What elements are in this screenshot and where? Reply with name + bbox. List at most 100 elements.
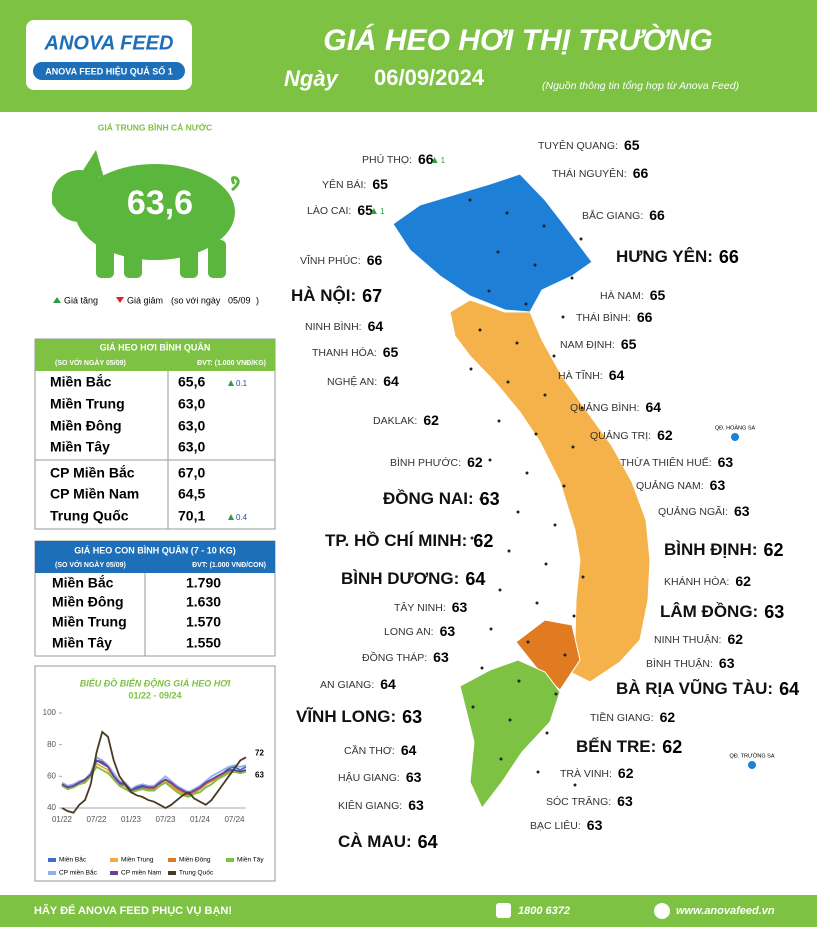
legend-label: Trung Quốc (179, 868, 214, 877)
province-value: 64 (368, 318, 384, 334)
province-dot (506, 380, 510, 384)
end-label: 72 (255, 748, 264, 757)
row-name: Miền Tây (52, 635, 112, 651)
source: (Nguồn thông tin tổng hợp từ Anova Feed) (542, 80, 739, 92)
province-label: BÌNH PHƯỚC: 62 (390, 454, 483, 470)
province-value: 65 (357, 202, 373, 218)
row-change: 0.4 (236, 513, 248, 522)
province-value: 62 (727, 631, 743, 647)
province-name: THÁI BÌNH: (576, 311, 631, 324)
footer-slogan: HÃY ĐỂ ANOVA FEED PHỤC VỤ BẠN! (34, 904, 232, 917)
province-value: 63 (480, 489, 500, 509)
province-dot (572, 614, 576, 618)
logo-slogan: ANOVA FEED HIỆU QUẢ SỐ 1 (45, 65, 173, 76)
province-value: 62 (473, 531, 493, 551)
end-label: 63 (255, 771, 264, 780)
legend-label: Miền Đông (179, 855, 211, 864)
province-dot (570, 276, 574, 280)
province-label: ĐỒNG THÁP: 63 (362, 649, 449, 665)
province-value: 62 (467, 454, 483, 470)
province-label: BẠC LIÊU: 63 (530, 817, 603, 833)
province-value: 63 (718, 454, 734, 470)
province-value: 64 (645, 399, 661, 415)
hog-table-head (35, 339, 275, 371)
vietnam-map (392, 173, 756, 809)
province-value: 62 (618, 765, 634, 781)
province-dot (580, 406, 584, 410)
province-name: THÁI NGUYÊN: (552, 167, 627, 180)
province-name: TRÀ VINH: (560, 767, 612, 780)
row-price: 1.550 (186, 635, 221, 651)
province-name: BÌNH DƯƠNG: (341, 569, 459, 588)
row-price: 70,1 (178, 508, 205, 524)
province-value: 63 (406, 769, 422, 785)
province-dot (579, 237, 583, 241)
province-dot (468, 198, 472, 202)
legend-swatch (110, 871, 118, 875)
province-label: VĨNH LONG: 63 (296, 706, 422, 726)
province-dot (544, 562, 548, 566)
province-dot (545, 731, 549, 735)
province-dot (479, 497, 483, 501)
province-name: HÀ NAM: (600, 289, 644, 302)
province-value: 63 (408, 797, 424, 813)
province-name: YÊN BÁI: (322, 178, 366, 191)
province-label: HƯNG YÊN: 66 (616, 247, 739, 267)
province-name: TUYÊN QUANG: (538, 139, 618, 152)
legend-label: CP miền Bắc (59, 868, 98, 877)
province-value: 65 (383, 344, 399, 360)
province-dot (505, 211, 509, 215)
province-value: 66 (719, 247, 739, 267)
province-dot (534, 432, 538, 436)
province-value: 63 (734, 503, 750, 519)
province-name: BẾN TRE: (576, 737, 656, 756)
province-value: 66 (367, 252, 383, 268)
province-value: 62 (735, 573, 751, 589)
province-label: BẾN TRE: 62 (576, 737, 682, 757)
province-value: 62 (662, 737, 682, 757)
province-name: VĨNH PHÚC: (300, 254, 361, 267)
pig-tail (230, 176, 240, 192)
national-value: 63,6 (127, 184, 193, 222)
province-name: ĐỒNG NAI: (383, 489, 474, 508)
province-name: LONG AN: (384, 626, 434, 638)
piglet-compare: (SO VỚI NGÀY 05/09) (55, 560, 126, 569)
legend-up: Giá tăng (64, 295, 98, 305)
province-name: NINH THUẬN: (654, 633, 721, 646)
logo: ANOVA FEED (44, 32, 174, 54)
province-name: LÀO CAI: (307, 204, 351, 217)
up-icon (370, 208, 377, 214)
province-dot (526, 640, 530, 644)
province-name: HÀ NỘI: (291, 286, 356, 305)
legend-swatch (168, 871, 176, 875)
legend-swatch (226, 858, 234, 862)
province-dot (497, 419, 501, 423)
province-value: 63 (617, 793, 633, 809)
province-label: BÀ RỊA VŨNG TÀU: 64 (616, 678, 799, 698)
line (61, 730, 247, 814)
province-label: PHÚ THỌ: 66 (362, 151, 434, 167)
province-name: QUẢNG NAM: (636, 479, 704, 492)
province-dot (480, 666, 484, 670)
hog-compare: (SO VỚI NGÀY 05/09) (55, 358, 126, 367)
compare: (so với ngày (171, 295, 221, 305)
x-tick-label: 07/23 (155, 815, 176, 824)
row-name: CP Miền Nam (50, 486, 139, 502)
compare-date: 05/09 (228, 295, 251, 305)
website: www.anovafeed.vn (676, 905, 775, 917)
province-value: 62 (657, 427, 673, 443)
province-name: ĐỒNG THÁP: (362, 651, 427, 664)
province-label: QUẢNG BÌNH: 64 (570, 399, 661, 415)
province-dot (470, 536, 474, 540)
y-tick-label: 80 (47, 740, 56, 749)
province-change: 1 (441, 156, 446, 165)
legend-swatch (48, 858, 56, 862)
province-name: NGHỆ AN: (327, 375, 377, 388)
row-price: 63,0 (178, 396, 205, 412)
province-label: VĨNH PHÚC: 66 (300, 252, 382, 268)
up-icon (431, 157, 438, 163)
province-label: NGHỆ AN: 64 (327, 373, 399, 389)
piglet-table-head (35, 541, 275, 573)
province-label: HẬU GIANG: 63 (338, 769, 422, 785)
province-label: TIỀN GIANG: 62 (590, 709, 675, 725)
